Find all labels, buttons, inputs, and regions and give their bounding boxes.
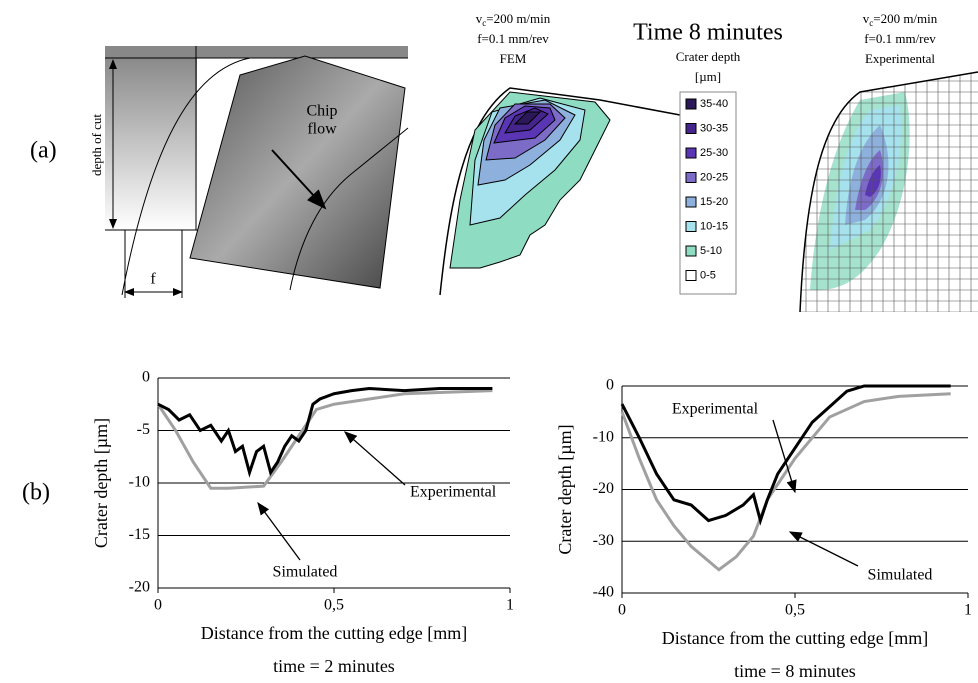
legend-label: 35-40 xyxy=(700,98,728,110)
legend-swatch xyxy=(685,98,697,110)
y-tick-label: 0 xyxy=(606,377,614,394)
legend-swatch xyxy=(685,123,697,134)
legend-swatch xyxy=(685,221,697,232)
speed: =200 m/min xyxy=(486,11,551,26)
workpiece-bar xyxy=(105,46,408,58)
chart-subtitle: time = 8 minutes xyxy=(734,661,856,681)
panel-label: (b) xyxy=(22,480,50,506)
feed-label: f xyxy=(150,271,156,288)
annotation: Experimental xyxy=(672,401,759,418)
annotation-arrow xyxy=(257,501,301,561)
chip-photo xyxy=(189,55,406,289)
legend-swatch xyxy=(685,172,697,183)
annotation: Experimental xyxy=(410,484,497,501)
y-tick-label: -15 xyxy=(129,526,150,543)
y-tick-label: -40 xyxy=(593,584,614,601)
x-tick-label: 1 xyxy=(506,597,514,614)
legend-subtitle: [µm] xyxy=(695,69,721,84)
shaded-region xyxy=(105,58,197,230)
method-label: Experimental xyxy=(865,51,935,66)
tool-outline xyxy=(121,57,251,296)
flow-label: flow xyxy=(307,121,337,138)
annotation-arrow xyxy=(344,431,406,486)
legend-label: 5-10 xyxy=(700,245,722,257)
series-line xyxy=(620,384,951,526)
annotation-arrow xyxy=(788,531,859,567)
symbol: v xyxy=(476,11,483,26)
speed: =200 m/min xyxy=(873,11,938,26)
y-axis-label: Crater depth [µm] xyxy=(555,424,575,554)
y-tick-label: -20 xyxy=(129,579,150,596)
annotation: Simulated xyxy=(273,564,338,581)
contour xyxy=(865,165,881,197)
speed-label: vc=200 m/min xyxy=(863,11,938,28)
y-axis-label: Crater depth [µm] xyxy=(91,418,111,548)
x-tick-label: 0,5 xyxy=(324,597,344,614)
panel-label: (a) xyxy=(30,138,57,164)
method-label: FEM xyxy=(500,51,527,66)
depth-label: depth of cut xyxy=(89,114,104,176)
legend-swatch xyxy=(685,147,697,159)
legend-label: 15-20 xyxy=(700,196,728,208)
speed-label: vc=200 m/min xyxy=(476,11,551,28)
x-tick-label: 0 xyxy=(154,597,162,614)
chart-subtitle: time = 2 minutes xyxy=(273,656,395,676)
symbol: v xyxy=(863,11,870,26)
series-line xyxy=(156,389,493,490)
legend-label: 10-15 xyxy=(700,220,728,232)
flow-label: Chip xyxy=(306,103,337,120)
x-axis-label: Distance from the cutting edge [mm] xyxy=(201,623,467,643)
subscript: c xyxy=(869,18,873,28)
tool-outline xyxy=(799,71,978,313)
y-tick-label: -5 xyxy=(137,421,150,438)
y-tick-label: 0 xyxy=(142,369,150,386)
legend-title: Time 8 minutes xyxy=(633,20,783,46)
tool-outline xyxy=(289,127,409,291)
tool-outline xyxy=(439,87,681,296)
subscript: c xyxy=(482,18,486,28)
x-tick-label: 0,5 xyxy=(785,602,805,619)
legend: 35-40 30-35 25-30 20-25 15-20 10-15 5-10 0-5 xyxy=(685,98,728,281)
feed-label: f=0.1 mm/rev xyxy=(477,31,549,46)
legend-label: 30-35 xyxy=(700,122,728,134)
y-tick-label: -30 xyxy=(593,532,614,549)
y-tick-label: -10 xyxy=(593,428,614,445)
series-line xyxy=(157,386,493,478)
legend-swatch xyxy=(685,270,697,281)
annotation: Simulated xyxy=(868,567,933,584)
legend-label: 0-5 xyxy=(700,269,716,281)
legend-subtitle: Crater depth xyxy=(676,49,741,64)
charts: -20 -15 -10 -5 0 0 0,5 1 Distance from the cutti… xyxy=(91,369,972,681)
experimental-map xyxy=(800,72,978,312)
legend-label: 20-25 xyxy=(700,171,728,183)
y-tick-label: -20 xyxy=(593,480,614,497)
contour xyxy=(513,111,542,125)
legend-label: 25-30 xyxy=(700,147,728,159)
x-tick-label: 0 xyxy=(618,602,626,619)
flow-arrow xyxy=(271,149,327,210)
x-tick-label: 1 xyxy=(964,602,972,619)
annotation-arrow xyxy=(772,419,797,494)
x-axis-label: Distance from the cutting edge [mm] xyxy=(662,628,928,648)
feed-label: f=0.1 mm/rev xyxy=(864,31,936,46)
series-line xyxy=(620,392,951,572)
legend-swatch xyxy=(685,196,697,208)
y-tick-label: -10 xyxy=(129,474,150,491)
legend-swatch xyxy=(685,245,697,257)
